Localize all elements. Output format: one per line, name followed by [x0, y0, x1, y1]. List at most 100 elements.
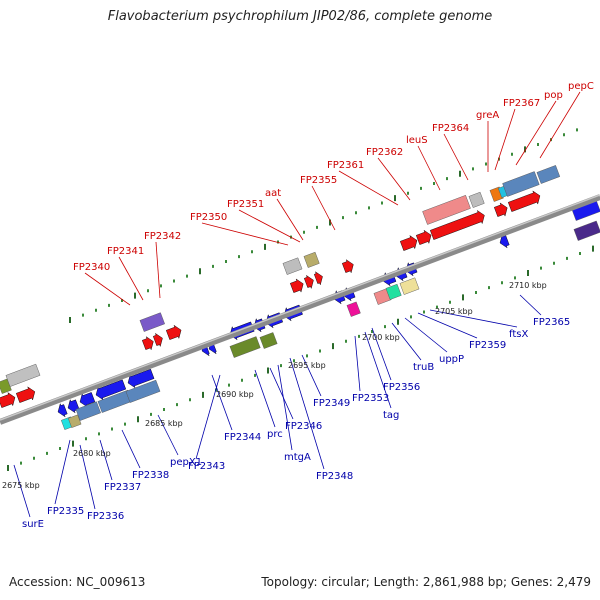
gene-arrow	[341, 259, 354, 274]
gene-label-lower: FP2336	[87, 511, 124, 522]
gene-label-lower: FP2346	[285, 421, 322, 432]
gene-label-lower: FP2353	[352, 393, 389, 404]
callout-line	[84, 272, 131, 306]
kbp-label: 2710 kbp	[509, 281, 547, 290]
scale-tick	[449, 300, 451, 304]
callout-line	[201, 222, 289, 246]
gene-label-upper: FP2340	[73, 262, 110, 273]
scale-tick	[95, 308, 97, 312]
scale-tick	[407, 191, 409, 195]
callout-line	[301, 354, 322, 397]
gene-box	[573, 220, 600, 241]
scale-tick	[397, 318, 399, 325]
gene-arrow	[141, 336, 154, 351]
gene-label-lower: ftsX	[509, 329, 528, 340]
gene-label-upper: greA	[476, 110, 499, 121]
scale-tick	[329, 219, 331, 226]
scale-tick	[293, 359, 295, 363]
gene-label-lower: truB	[413, 362, 434, 373]
callout-line	[519, 294, 542, 316]
gene-box	[75, 401, 101, 421]
gene-label-lower: FP2348	[316, 471, 353, 482]
gene-arrow	[429, 209, 485, 240]
callout-line	[377, 157, 411, 201]
gene-label-upper: FP2350	[190, 212, 227, 223]
gene-arrow	[152, 332, 163, 348]
gene-arrow	[0, 392, 16, 408]
gene-arrow	[165, 324, 182, 340]
scale-tick	[524, 146, 526, 153]
gene-box	[502, 171, 540, 197]
callout-line	[443, 133, 469, 181]
gene-label-lower: FP2335	[47, 506, 84, 517]
gene-label-lower: FP2343	[188, 461, 225, 472]
callout-line	[99, 439, 113, 481]
gene-arrow	[415, 229, 432, 245]
scale-tick	[82, 313, 84, 317]
scale-tick	[7, 465, 9, 471]
callout-line	[311, 185, 336, 231]
callout-line	[157, 414, 179, 456]
scale-tick	[238, 255, 240, 259]
scale-tick	[202, 391, 204, 398]
callout-line	[515, 100, 557, 166]
scale-tick	[173, 279, 175, 283]
gene-label-lower: FP2344	[224, 432, 261, 443]
callout-line	[118, 256, 144, 301]
scale-tick	[160, 284, 162, 288]
scale-tick	[475, 291, 477, 294]
genome-summary-text: Topology: circular; Length: 2,861,988 bp…	[261, 575, 591, 589]
genome-backbone	[0, 194, 600, 425]
scale-tick	[459, 170, 461, 177]
callout-line	[276, 198, 304, 241]
scale-tick	[121, 299, 123, 302]
callout-line	[404, 317, 448, 353]
callout-line	[354, 335, 361, 392]
scale-tick	[124, 422, 126, 426]
scale-tick	[189, 398, 191, 402]
gene-label-upper: FP2364	[432, 123, 469, 134]
callout-line	[254, 369, 276, 428]
scale-tick	[111, 427, 113, 431]
gene-box	[139, 312, 165, 332]
scale-tick	[446, 177, 448, 181]
gene-box	[67, 414, 82, 428]
scale-tick	[59, 447, 61, 450]
gene-box	[303, 251, 320, 268]
scale-tick	[433, 182, 435, 185]
gene-arrow	[399, 235, 418, 251]
scale-tick	[277, 240, 279, 244]
gene-label-upper: FP2355	[300, 175, 337, 186]
gene-label-upper: aat	[265, 188, 281, 199]
gene-label-upper: FP2361	[327, 160, 364, 171]
scale-tick	[251, 250, 253, 254]
scale-tick	[186, 274, 188, 278]
gene-box	[282, 257, 303, 275]
map-title: Flavobacterium psychrophilum JIP02/86, c…	[107, 9, 493, 24]
gene-label-lower: pepX1	[170, 457, 202, 468]
scale-tick	[85, 437, 87, 441]
scale-tick	[225, 260, 227, 263]
kbp-label: 2675 kbp	[2, 481, 40, 490]
scale-tick	[488, 286, 490, 290]
scale-tick	[462, 294, 464, 301]
scale-tick	[355, 211, 357, 215]
callout-line	[211, 374, 233, 431]
scale-tick	[345, 339, 347, 343]
kbp-label: 2695 kbp	[288, 361, 326, 370]
scale-tick	[316, 225, 318, 229]
callout-line	[238, 209, 301, 243]
scale-tick	[228, 383, 230, 387]
gene-arrow	[507, 190, 541, 212]
scale-tick	[108, 303, 110, 307]
scale-tick	[319, 349, 321, 353]
scale-tick	[420, 186, 422, 190]
scale-tick	[342, 216, 344, 220]
gene-label-lower: FP2359	[469, 340, 506, 351]
callout-line	[269, 367, 294, 420]
scale-tick	[134, 292, 136, 299]
callout-line	[79, 444, 96, 510]
scale-tick	[212, 264, 214, 268]
kbp-label: 2705 kbp	[435, 307, 473, 316]
